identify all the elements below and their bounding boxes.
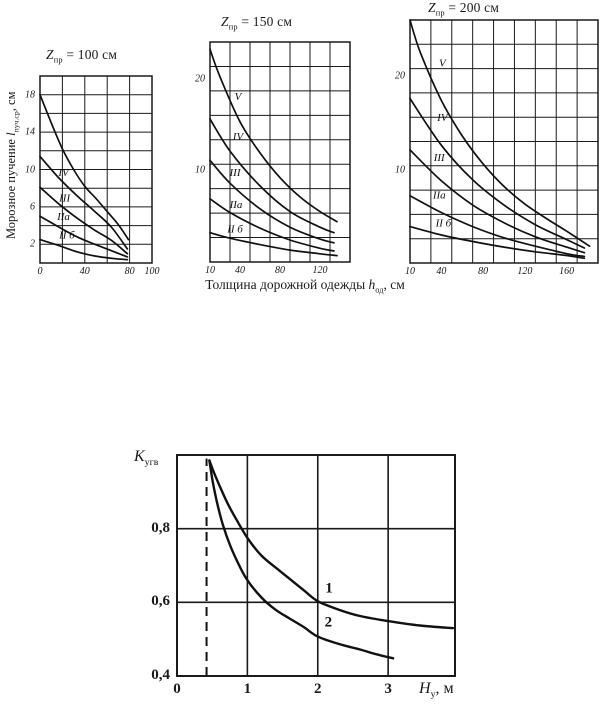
x-axis-label: Толщина дорожной одежды hод, см	[155, 277, 455, 295]
title-sub: пр	[435, 8, 445, 18]
zpr100-y-tick-label: 14	[25, 126, 35, 138]
zpr200-plot-border	[409, 19, 599, 264]
zpr200-y-tick-label: 20	[395, 70, 405, 82]
zpr100-x-tick-label: 100	[144, 266, 160, 277]
chart-title-zpr-100: Zпр = 100 см	[46, 47, 117, 65]
zpr150-x-tick-label: 40	[235, 265, 245, 276]
zpr100-curve-label-IIb: II б	[58, 230, 75, 242]
zpr200-x-tick-label: 10	[405, 266, 415, 277]
title-sub: пр	[228, 22, 238, 32]
zpr100-y-tick-label: 10	[25, 163, 35, 175]
kugv-x-tick-label: 1	[243, 681, 252, 697]
zpr100-y-tick-label: 18	[25, 88, 35, 100]
zpr100-curve-label-III: III	[58, 192, 71, 204]
zpr200-curve-label-IIa: IIа	[432, 190, 446, 202]
zpr100-curve-label-IIa: IIа	[56, 211, 70, 223]
kugv-y-tick-label: 0,8	[151, 519, 170, 536]
chart-title-zpr-150: Zпр = 150 см	[221, 14, 292, 32]
x-axis-label-text: Толщина дорожной одежды	[205, 277, 369, 292]
zpr100-curve-label-IV: IV	[57, 167, 70, 179]
hy-axis-var: H	[419, 680, 431, 697]
kugv-x-tick-label: 0	[173, 681, 181, 697]
kugv-curve-label-2: 2	[325, 614, 333, 630]
title-var: Z	[46, 47, 54, 62]
kugv-axis-label: Kугв	[134, 448, 158, 468]
zpr200-curve-label-V: V	[439, 58, 447, 70]
zpr150-plot-border	[209, 41, 351, 263]
kugv-x-tick-label: 3	[384, 681, 392, 697]
kugv-y-tick-label: 0,6	[151, 593, 170, 610]
zpr200-x-tick-label: 160	[559, 266, 575, 277]
title-sub: пр	[53, 55, 63, 65]
zpr200-curve-IV	[409, 97, 586, 249]
zpr100-plot-border	[39, 75, 153, 264]
kugv-plot-border	[176, 454, 456, 677]
title-rest: = 100 см	[62, 47, 118, 62]
title-rest: = 200 см	[444, 0, 500, 15]
zpr150-curve-label-IV: IV	[232, 131, 245, 143]
zpr150-x-tick-label: 80	[275, 265, 285, 276]
hy-axis-suffix: , м	[435, 680, 454, 697]
chart-title-zpr-200: Zпр = 200 см	[428, 0, 499, 18]
zpr100-y-tick-label: 2	[30, 238, 35, 250]
kugv-curve-2	[208, 459, 395, 660]
zpr200-curve-IIb	[409, 225, 586, 260]
x-axis-label-sub: од	[375, 285, 384, 295]
zpr100-y-tick-label: 6	[30, 201, 35, 213]
zpr150-curve-label-V: V	[235, 91, 243, 103]
kugv-axis-sub: угв	[144, 457, 159, 469]
zpr100-x-tick-label: 0	[37, 266, 43, 277]
kugv-axis-var: K	[134, 448, 145, 465]
zpr200-curve-label-IIb: II б	[435, 218, 452, 230]
kugv-curve-1	[208, 459, 455, 630]
zpr100-curve-IIb	[39, 238, 129, 261]
title-var: Z	[428, 0, 436, 15]
zpr150-curve-label-III: III	[229, 167, 242, 179]
zpr100-x-tick-label: 80	[124, 266, 135, 277]
zpr150-x-tick-label: 120	[312, 265, 328, 276]
zpr150-curve-label-IIb: II б	[226, 224, 243, 236]
title-rest: = 150 см	[237, 14, 293, 29]
kugv-y-tick-label: 0,4	[151, 667, 170, 684]
zpr150-x-tick-label: 10	[205, 265, 215, 276]
zpr100-curve-III	[39, 186, 129, 255]
hy-axis-sub: у	[430, 689, 436, 701]
x-axis-label-var: h	[368, 277, 376, 292]
kugv-curve-label-1: 1	[325, 580, 333, 596]
zpr100-x-tick-label: 40	[79, 266, 90, 277]
zpr150-curve-V	[209, 48, 338, 223]
kugv-x-tick-label: 2	[314, 681, 322, 697]
zpr150-y-tick-label: 10	[195, 164, 205, 176]
title-var: Z	[221, 14, 229, 29]
zpr100-curve-IV	[39, 155, 129, 250]
zpr150-y-tick-label: 20	[195, 72, 205, 84]
zpr200-curve-label-IV: IV	[436, 112, 449, 124]
zpr200-curve-IIa	[409, 194, 586, 258]
x-axis-label-suffix: , см	[383, 277, 405, 292]
zpr150-curve-label-IIa: IIа	[229, 199, 243, 211]
zpr200-curve-III	[409, 149, 586, 254]
zpr150-curve-IIb	[209, 231, 338, 257]
zpr150-curve-IIa	[209, 197, 335, 252]
zpr100-curve-V	[39, 93, 130, 241]
zpr200-x-tick-label: 40	[436, 266, 447, 277]
zpr150-curve-IV	[209, 118, 335, 234]
hy-axis-label: Hу, м	[419, 680, 454, 700]
zpr200-x-tick-label: 120	[517, 266, 533, 277]
zpr200-y-tick-label: 10	[395, 163, 405, 175]
zpr100-curve-IIa	[39, 215, 129, 258]
zpr200-curve-V	[409, 19, 591, 248]
zpr200-x-tick-label: 80	[478, 266, 489, 277]
zpr200-curve-label-III: III	[433, 152, 446, 164]
y-axis-label-text: Морозное пучение	[3, 135, 18, 239]
zpr150-curve-III	[209, 159, 335, 244]
